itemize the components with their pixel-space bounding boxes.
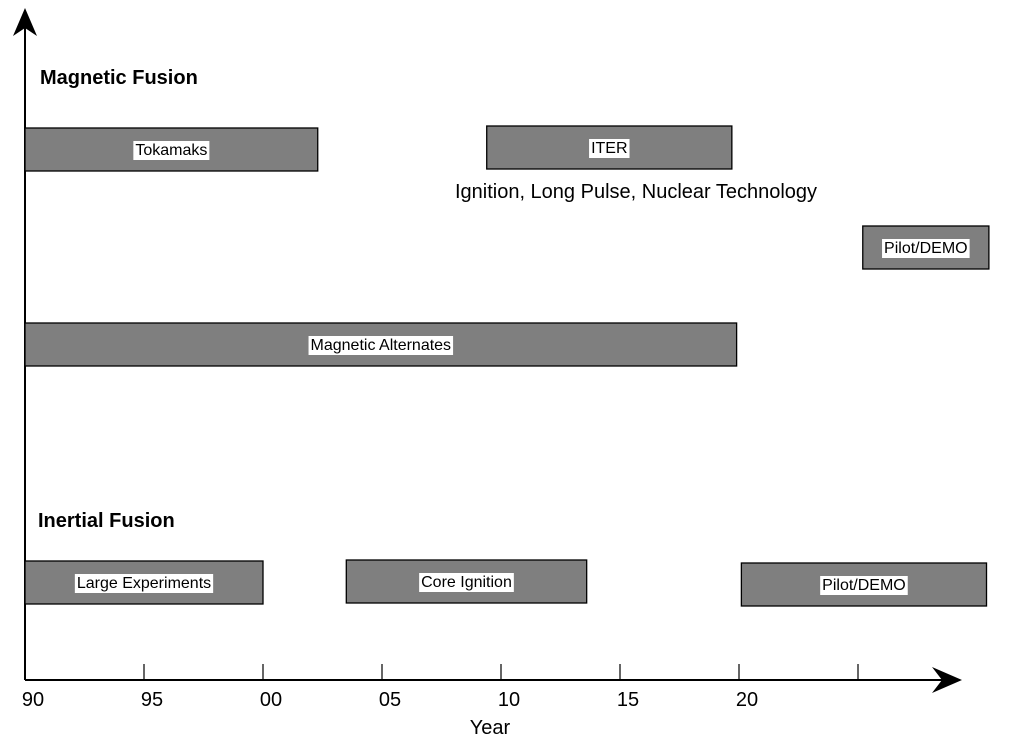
bar-label-background	[589, 139, 630, 158]
iter-annotation: Ignition, Long Pulse, Nuclear Technology	[455, 181, 817, 203]
bar-label-background	[308, 336, 454, 355]
bar-label-background	[882, 239, 970, 258]
x-tick-label: 20	[736, 689, 758, 711]
bar-label-background	[820, 576, 908, 595]
bar-label: Tokamaks	[135, 142, 207, 159]
x-tick-label: 10	[498, 689, 520, 711]
bar-label: Large Experiments	[77, 575, 211, 592]
bar-pilot-demo: Pilot/DEMO	[740, 562, 988, 607]
x-ticks: 90 95 00 05 10 15 20	[22, 664, 859, 711]
bar-pilot-demo: Pilot/DEMO	[862, 225, 990, 270]
section-title-inertial-fusion: Inertial Fusion	[38, 510, 175, 532]
bar-label: Magnetic Alternates	[311, 337, 452, 354]
bar-magnetic-alternates: Magnetic Alternates	[24, 322, 738, 367]
x-tick-label: 05	[379, 689, 401, 711]
bar-core-ignition: Core Ignition	[345, 559, 588, 604]
x-tick-label: 00	[260, 689, 282, 711]
bar-label-background	[419, 573, 514, 592]
bar-label: ITER	[591, 140, 627, 157]
x-tick-label: 15	[617, 689, 639, 711]
bar-large-experiments: Large Experiments	[24, 560, 264, 605]
bar-tokamaks: Tokamaks	[24, 127, 319, 172]
x-axis-arrow-icon	[932, 667, 962, 693]
section-title-magnetic-fusion: Magnetic Fusion	[40, 67, 198, 89]
bar-label-background	[133, 141, 210, 160]
bar-label: Pilot/DEMO	[822, 577, 906, 594]
bars: Tokamaks ITER Pilot/DEMO Magnetic Alternate…	[24, 125, 990, 607]
bar-label-background	[74, 574, 214, 593]
x-tick-label: 95	[141, 689, 163, 711]
y-axis-arrow-icon	[13, 8, 37, 36]
bar-iter: ITER	[486, 125, 733, 170]
x-tick-label: 90	[22, 689, 44, 711]
bar-label: Pilot/DEMO	[884, 240, 968, 257]
x-axis-title: Year	[470, 717, 511, 739]
bar-label: Core Ignition	[421, 574, 512, 591]
